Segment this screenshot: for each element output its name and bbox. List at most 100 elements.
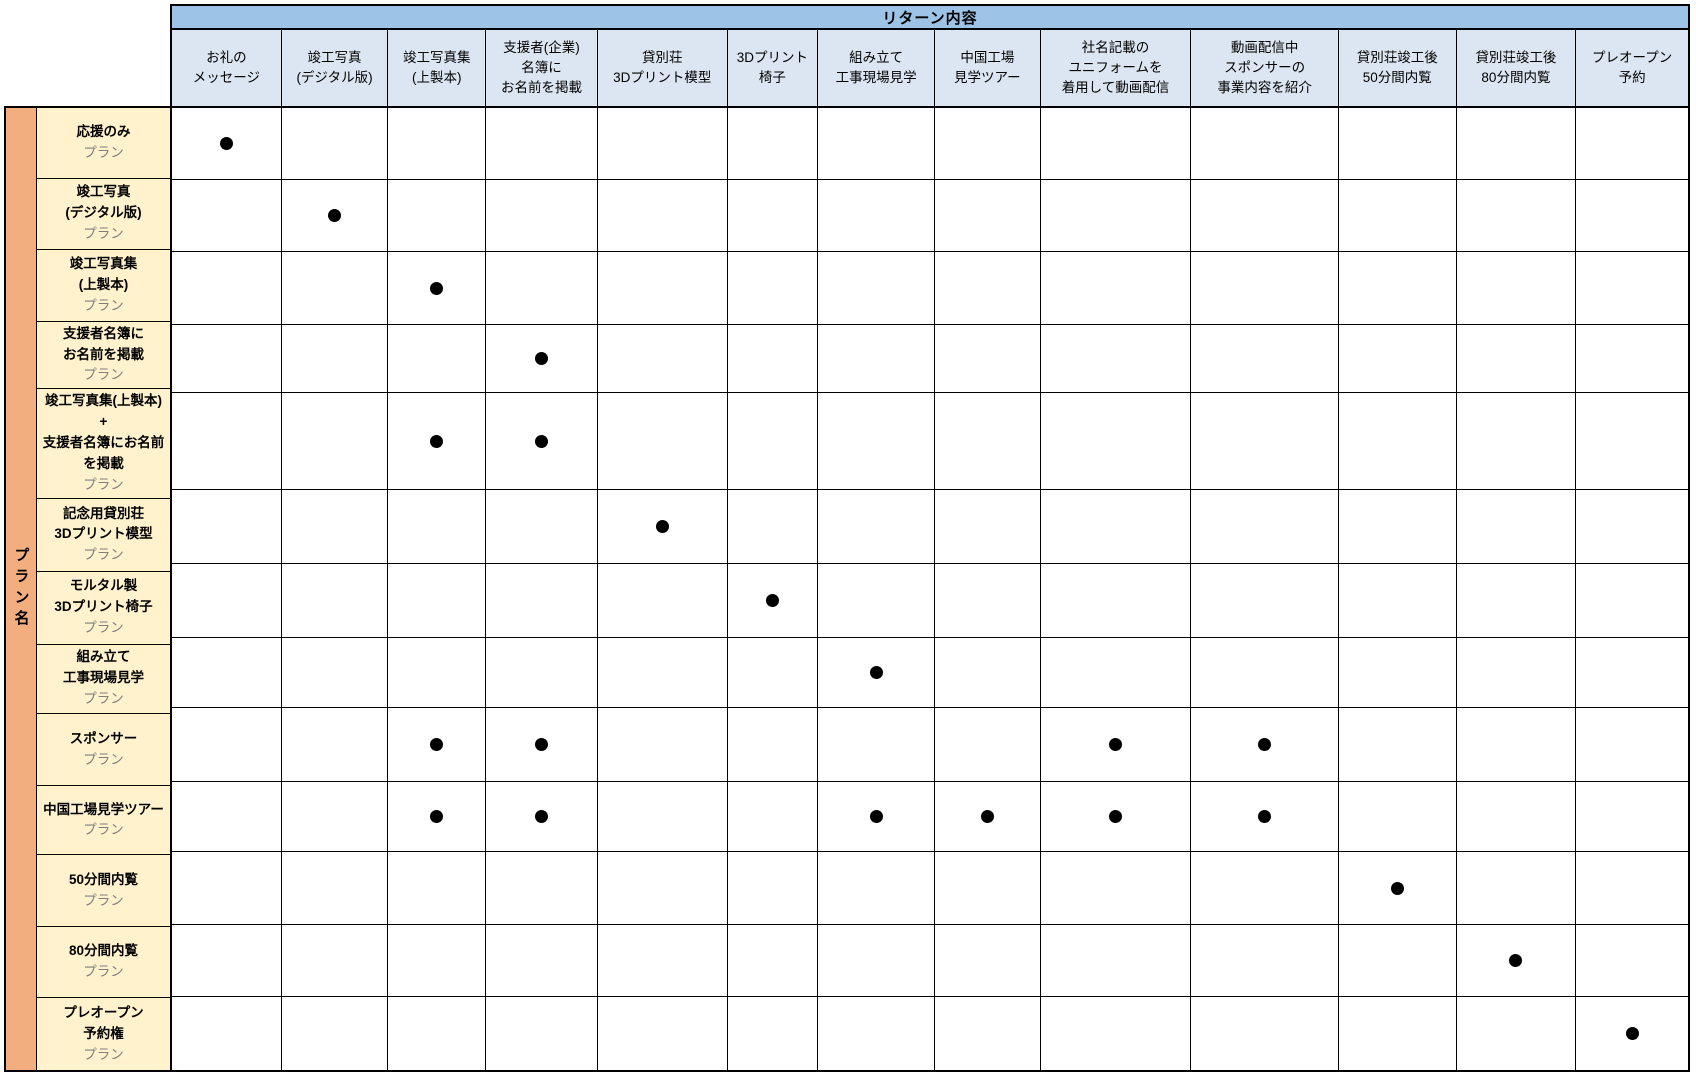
plan-row-header: プレオープン 予約権 プラン xyxy=(37,998,170,1070)
matrix-cell xyxy=(1040,108,1192,180)
plan-suffix: プラン xyxy=(83,822,124,838)
matrix-cell xyxy=(1338,180,1457,252)
matrix-cell xyxy=(934,252,1041,325)
dot-marker xyxy=(655,520,669,533)
column-header-cell: 3Dプリント 椅子 xyxy=(727,30,819,106)
matrix-cell xyxy=(1191,708,1339,782)
matrix-cell xyxy=(486,490,598,564)
matrix-cell xyxy=(1338,997,1457,1070)
matrix-cell xyxy=(1191,997,1339,1070)
matrix-cell xyxy=(486,180,598,252)
matrix-cell xyxy=(1338,638,1457,708)
plan-name: 中国工場見学ツアー xyxy=(43,801,164,817)
matrix-cell xyxy=(727,393,819,490)
matrix-cell xyxy=(486,852,598,925)
matrix-cell xyxy=(1456,782,1577,852)
matrix-cell xyxy=(172,997,282,1070)
dot-marker xyxy=(1390,881,1404,895)
matrix-cell xyxy=(388,782,487,852)
matrix-cell xyxy=(934,564,1041,638)
matrix-cell xyxy=(597,997,728,1070)
plan-name: プレオープン 予約権 xyxy=(63,1004,144,1041)
matrix-cell xyxy=(727,180,819,252)
matrix-cell xyxy=(172,393,282,490)
matrix-cell xyxy=(172,325,282,393)
matrix-cell xyxy=(1456,925,1577,997)
matrix-cell xyxy=(934,997,1041,1070)
column-header-cell: 組み立て 工事現場見学 xyxy=(818,30,935,106)
plan-row-header: 80分間内覧 プラン xyxy=(37,927,170,999)
matrix-cell xyxy=(727,325,819,393)
matrix-cell xyxy=(1191,252,1339,325)
matrix-cell xyxy=(1456,564,1577,638)
matrix-cell xyxy=(934,852,1041,925)
plan-axis-strip: プラン名 xyxy=(6,108,37,1070)
dot-marker xyxy=(1625,1027,1639,1040)
dot-marker xyxy=(535,810,549,823)
plan-name: モルタル製 3Dプリント椅子 xyxy=(54,578,153,615)
matrix-cell xyxy=(818,325,935,393)
matrix-cell xyxy=(1191,782,1339,852)
dot-marker xyxy=(430,738,444,751)
dot-marker xyxy=(1109,738,1122,751)
matrix-cell xyxy=(388,708,487,782)
matrix-cell xyxy=(1576,782,1688,852)
matrix-cell xyxy=(1040,490,1192,564)
matrix-cell xyxy=(1576,564,1688,638)
matrix-cell xyxy=(727,925,819,997)
column-header-cell: 中国工場 見学ツアー xyxy=(934,30,1041,106)
plan-name: 竣工写真集(上製本) + 支援者名簿にお名前 を掲載 xyxy=(42,393,165,472)
dot-marker xyxy=(535,352,549,365)
plan-row-header: モルタル製 3Dプリント椅子 プラン xyxy=(37,571,170,645)
matrix-cell xyxy=(388,852,487,925)
matrix-cell xyxy=(486,108,598,180)
matrix-cell xyxy=(597,180,728,252)
matrix-cell xyxy=(818,782,935,852)
matrix-cell xyxy=(172,638,282,708)
plan-row-header: 中国工場見学ツアー プラン xyxy=(37,786,170,856)
column-header-cell: プレオープン 予約 xyxy=(1576,30,1688,106)
matrix-cell xyxy=(1338,852,1457,925)
matrix-cell xyxy=(1338,325,1457,393)
matrix-cell xyxy=(1576,180,1688,252)
matrix-cell xyxy=(281,852,389,925)
dot-marker xyxy=(1258,810,1272,823)
plan-suffix: プラン xyxy=(83,964,124,980)
matrix-cell xyxy=(1338,564,1457,638)
matrix-cell xyxy=(1191,108,1339,180)
matrix-body xyxy=(170,108,1690,1072)
matrix-cell xyxy=(597,325,728,393)
matrix-cell xyxy=(727,564,819,638)
matrix-cell xyxy=(281,708,389,782)
matrix-cell xyxy=(727,852,819,925)
plan-row-header: スポンサー プラン xyxy=(37,713,170,787)
matrix-cell xyxy=(597,782,728,852)
matrix-cell xyxy=(1191,180,1339,252)
matrix-cell xyxy=(486,708,598,782)
plan-name: 組み立て 工事現場見学 xyxy=(63,649,144,686)
return-content-header-block: リターン内容 お礼の メッセージ 竣工写真 (デジタル版) 竣工写真集 (上製本) 支… xyxy=(170,4,1690,108)
column-header-cell: 竣工写真集 (上製本) xyxy=(388,30,487,106)
dot-marker xyxy=(430,281,444,295)
matrix-cell xyxy=(934,180,1041,252)
matrix-cell xyxy=(388,490,487,564)
matrix-cell xyxy=(818,490,935,564)
matrix-cell xyxy=(1191,393,1339,490)
plan-row-header: 竣工写真集(上製本) + 支援者名簿にお名前 を掲載 プラン xyxy=(37,389,170,499)
matrix-cell xyxy=(1040,638,1192,708)
matrix-cell xyxy=(1576,708,1688,782)
matrix-cell xyxy=(1040,708,1192,782)
matrix-cell xyxy=(388,997,487,1070)
matrix-cell xyxy=(1576,325,1688,393)
dot-marker xyxy=(535,434,549,448)
plan-suffix: プラン xyxy=(83,297,124,313)
matrix-cell xyxy=(818,638,935,708)
matrix-cell xyxy=(818,997,935,1070)
matrix-cell xyxy=(1576,393,1688,490)
matrix-cell xyxy=(1040,852,1192,925)
dot-marker xyxy=(430,810,444,823)
matrix-cell xyxy=(1338,782,1457,852)
dot-marker xyxy=(219,137,233,150)
matrix-cell xyxy=(486,393,598,490)
plan-suffix: プラン xyxy=(83,892,124,908)
